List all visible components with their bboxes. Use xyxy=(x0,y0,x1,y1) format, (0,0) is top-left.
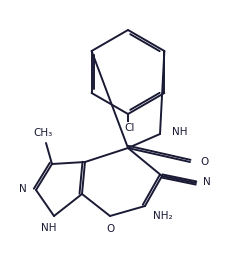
Text: O: O xyxy=(106,224,115,234)
Text: N: N xyxy=(202,177,210,187)
Text: N: N xyxy=(19,184,27,194)
Text: Cl: Cl xyxy=(124,123,135,133)
Text: CH₃: CH₃ xyxy=(33,128,52,138)
Text: NH: NH xyxy=(171,127,187,137)
Text: NH: NH xyxy=(41,223,56,233)
Text: NH₂: NH₂ xyxy=(153,211,172,221)
Text: O: O xyxy=(199,157,207,167)
